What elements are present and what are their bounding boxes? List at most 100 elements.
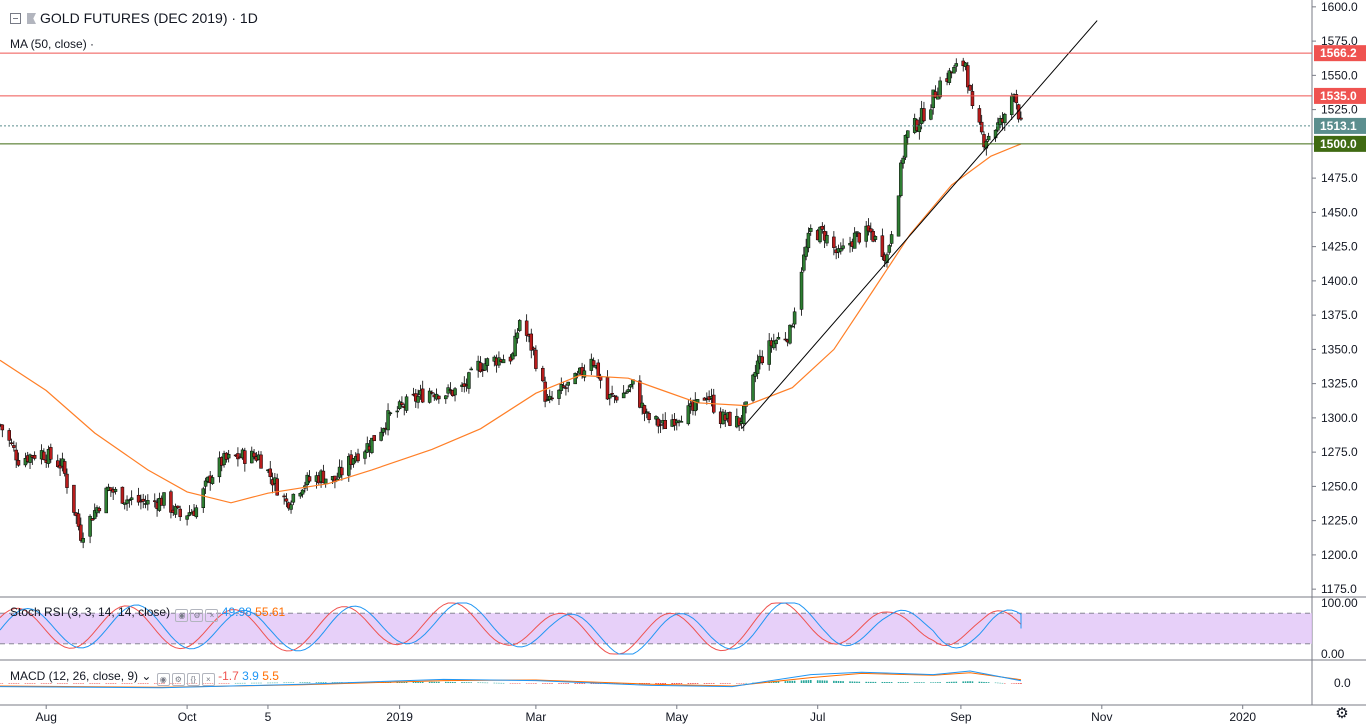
price-tick-label: 1400.0 [1321,274,1358,288]
flag-icon[interactable] [27,13,36,24]
candle-body [90,518,95,521]
candle-body [772,340,776,349]
macd-hist-bar [401,681,403,683]
candle-body [947,70,952,83]
macd-hist-bar [468,682,470,683]
candle-body [818,226,822,243]
candle-body [226,454,231,459]
macd-hist-bar [227,683,230,684]
candle-body [899,162,903,196]
price-tick-label: 1325.0 [1321,377,1358,391]
macd-hist-bar [1015,683,1018,684]
candle-body [864,225,868,242]
candle-body [656,418,661,427]
settings-small-icon[interactable]: ⚙ [190,609,204,622]
candle-body [559,384,564,391]
macd-hist-bar [775,681,777,683]
macd-hist-bar [61,683,64,684]
candle-body [654,416,658,420]
macd-hist-bar [463,682,466,683]
macd-hist-bar [657,683,660,685]
macd-legend[interactable]: MACD (12, 26, close, 9) ⌄ ◉ ⚙{} × -1.7 3.9… [10,669,279,686]
close-small-icon[interactable]: × [201,673,215,686]
candle-body [444,395,448,400]
candle-body [767,340,771,365]
time-tick-label: Aug [36,710,57,724]
chevron-down-icon[interactable]: ⌄ [141,669,152,683]
eye-icon[interactable]: ◉ [156,673,170,686]
macd-hist-bar [438,681,440,683]
candle-body [841,245,845,249]
macd-hist-bar [826,680,828,683]
candle-body [109,487,113,491]
close-small-icon[interactable]: × [205,609,219,622]
macd-hist-bar [114,683,117,684]
macd-hist-bar [662,683,664,685]
candle-body [901,157,905,164]
macd-hist-bar [551,683,553,684]
macd-hist-bar [546,683,549,684]
candle-body [550,397,554,400]
candle-body [679,421,684,423]
macd-hist-bar [454,682,456,683]
macd-hist-bar [481,682,484,684]
time-tick-label: May [665,710,688,724]
macd-hist-bar [253,682,255,684]
stoch-axis-label: 100.00 [1321,596,1358,610]
candle-body [194,507,199,518]
macd-hist-bar [939,682,941,683]
price-tick-label: 1450.0 [1321,205,1358,219]
gear-icon[interactable]: ⚙ [1335,705,1349,722]
collapse-icon[interactable] [10,13,21,24]
macd-hist-bar [689,683,692,684]
candle-body [610,392,614,395]
macd-hist-bar [842,681,844,683]
level-label-bg [1314,87,1366,104]
candle-body [136,494,141,503]
candle-body [321,470,326,484]
candle-body [386,410,390,431]
symbol-title: GOLD FUTURES (DEC 2019) · 1D [40,10,258,26]
settings-small-icon[interactable]: ⚙ [171,673,185,686]
macd-hist-bar [172,683,175,684]
candle-body [783,338,788,341]
candle-body [979,121,984,133]
macd-hist-bar [821,680,824,683]
candles [0,57,1023,549]
ma-legend[interactable]: MA (50, close) · [10,37,94,51]
candle-body [880,235,885,257]
macd-hist-bar [428,681,431,683]
candle-body [776,336,781,340]
eye-icon[interactable]: ◉ [175,609,189,622]
macd-hist-bar [398,681,401,683]
candle-body [347,456,351,476]
candle-body [524,320,529,336]
candle-body [954,63,959,67]
candle-body [356,453,360,462]
candle-body [252,452,256,458]
macd-hist-bar [451,681,454,683]
macd-hist-bar [687,683,690,684]
candle-body [642,405,647,414]
macd-hist-bar [870,681,872,683]
macd-hist-bar [648,683,650,685]
stoch-legend[interactable]: Stoch RSI (3, 3, 14, 14, close) ◉ ⚙ × 49.9… [10,605,285,622]
candle-body [129,497,134,500]
macd-hist-bar [50,683,52,684]
macd-hist-bar [673,683,676,685]
macd-hist-bar [983,681,985,683]
macd-hist-bar [267,682,269,684]
braces-icon[interactable]: {} [186,673,200,686]
macd-hist-bar [544,683,546,684]
price-tick-label: 1375.0 [1321,308,1358,322]
macd-hist-bar [147,683,149,684]
candle-body [806,232,811,249]
symbol-legend[interactable]: GOLD FUTURES (DEC 2019) · 1D [10,10,258,26]
candle-body [970,91,975,106]
candle-body [12,445,16,448]
macd-hist-bar [292,682,295,683]
macd-hist-bar [969,681,971,683]
macd-hist-bar [209,683,211,684]
candle-body [1009,95,1014,116]
